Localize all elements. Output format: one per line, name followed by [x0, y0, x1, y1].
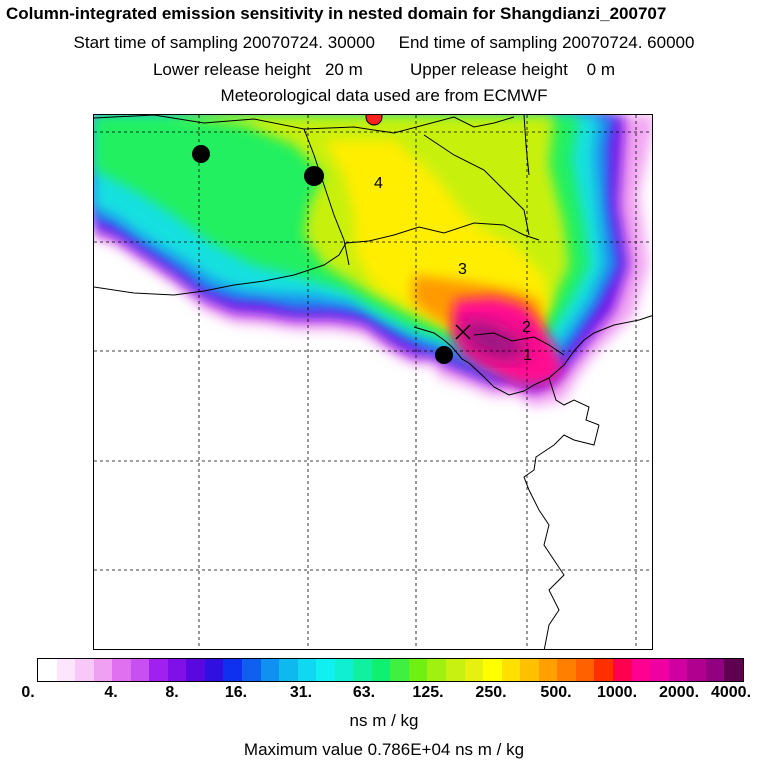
colorbar-tick-label: 125.	[412, 684, 444, 701]
release-markers	[192, 115, 471, 364]
colorbar-segment	[204, 659, 224, 681]
marker-black-dot	[435, 346, 453, 364]
colorbar-segment	[501, 659, 521, 681]
colorbar-segment	[427, 659, 447, 681]
colorbar-segment	[594, 659, 613, 681]
title-main: Column-integrated emission sensitivity i…	[6, 4, 667, 23]
title-met-data: Meteorological data used are from ECMWF	[220, 86, 548, 105]
map-svg: 1 2 3 4	[94, 115, 652, 649]
colorbar-segment	[390, 659, 409, 681]
borders-coastlines	[94, 115, 652, 649]
colorbar-segment	[167, 659, 187, 681]
title-sampling-time: Start time of sampling 20070724. 30000 E…	[73, 33, 695, 52]
colorbar	[37, 658, 744, 682]
colorbar-tick-label: 0.	[21, 684, 35, 701]
colorbar-segment	[446, 659, 465, 681]
colorbar-segment	[334, 659, 354, 681]
colorbar-segment	[353, 659, 372, 681]
colorbar-tick-label: 4000.	[710, 684, 752, 701]
trajectory-label: 4	[374, 175, 383, 192]
colorbar-segment	[130, 659, 150, 681]
colorbar-tick-label: 250.	[475, 684, 507, 701]
emission-plume	[94, 115, 652, 407]
colorbar-segment	[223, 659, 243, 681]
colorbar-segment	[260, 659, 280, 681]
receptor-cross	[455, 324, 471, 340]
colorbar-segment	[371, 659, 391, 681]
colorbar-segment	[520, 659, 539, 681]
trajectory-label: 2	[522, 319, 531, 336]
colorbar-segment	[650, 659, 669, 681]
marker-black-dot	[192, 145, 210, 163]
colorbar-segment	[38, 659, 57, 681]
colorbar-segment	[297, 659, 317, 681]
colorbar-labels: 0. 4. 8. 16. 31. 63. 125. 250. 500. 1000…	[0, 684, 768, 706]
colorbar-segment	[557, 659, 576, 681]
colorbar-segment	[464, 659, 484, 681]
colorbar-segment	[705, 659, 725, 681]
colorbar-segment	[668, 659, 688, 681]
colorbar-segment	[242, 659, 261, 681]
colorbar-segment	[408, 659, 428, 681]
colorbar-segment	[93, 659, 113, 681]
marker-red-dot	[365, 115, 383, 126]
colorbar-tick-label: 31.	[289, 684, 313, 701]
colorbar-segment	[687, 659, 706, 681]
colorbar-segment	[112, 659, 131, 681]
colorbar-segment	[724, 659, 743, 681]
colorbar-segment	[575, 659, 595, 681]
map-panel: 1 2 3 4	[93, 114, 653, 650]
colorbar-segment	[149, 659, 168, 681]
colorbar-tick-label: 1000.	[596, 684, 638, 701]
maximum-value: Maximum value 0.786E+04 ns m / kg	[243, 740, 525, 759]
colorbar-tick-label: 8.	[165, 684, 179, 701]
colorbar-segment	[538, 659, 558, 681]
colorbar-segment	[56, 659, 76, 681]
colorbar-segment	[483, 659, 502, 681]
colorbar-tick-label: 4.	[104, 684, 118, 701]
colorbar-tick-label: 500.	[540, 684, 572, 701]
trajectory-labels: 1 2 3 4	[374, 175, 532, 364]
colorbar-unit: ns m / kg	[349, 711, 419, 730]
colorbar-tick-label: 2000.	[658, 684, 700, 701]
trajectory-label: 1	[523, 347, 532, 364]
colorbar-segment	[631, 659, 651, 681]
colorbar-tick-label: 63.	[352, 684, 376, 701]
marker-black-dot	[304, 166, 324, 186]
title-release-height: Lower release height 20 m Upper release …	[152, 60, 616, 79]
colorbar-segment	[316, 659, 335, 681]
colorbar-segment	[75, 659, 94, 681]
colorbar-segment	[279, 659, 298, 681]
lat-lon-grid	[94, 115, 652, 649]
colorbar-segment	[186, 659, 205, 681]
colorbar-segment	[612, 659, 632, 681]
colorbar-tick-label: 16.	[224, 684, 248, 701]
trajectory-label: 3	[458, 261, 467, 278]
